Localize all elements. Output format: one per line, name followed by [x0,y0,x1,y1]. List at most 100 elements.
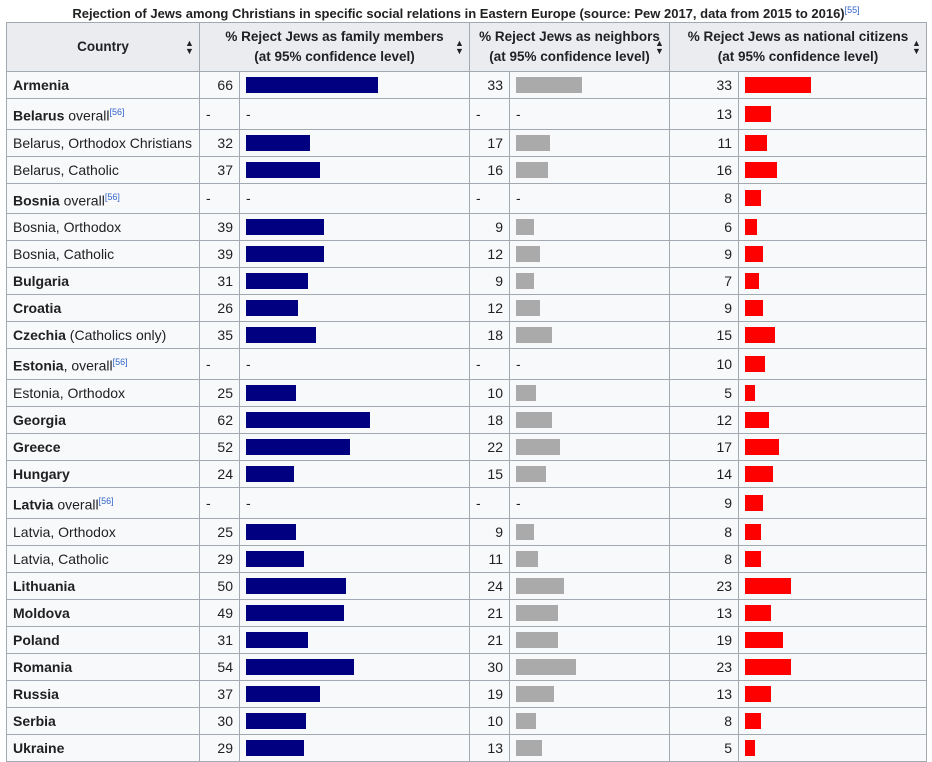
country-name: Romania [13,658,73,675]
citizens-bar [745,712,762,729]
family-value-cell: 66 [199,71,240,99]
neighbors-column-header[interactable]: % Reject Jews as neighbors (at 95% confid… [468,22,671,72]
family-value: 30 [217,712,233,729]
citizens-value: 10 [716,356,733,373]
reference-link[interactable]: [56] [109,107,125,117]
family-value: 49 [217,604,233,621]
family-bar-cell [239,544,470,573]
neighbors-value-cell: 11 [469,544,510,573]
citizens-bar [745,494,764,511]
family-value-cell: 62 [199,405,240,434]
table-row: Romania 54 30 23 [6,652,928,681]
family-value-cell: 54 [199,652,240,681]
family-bar-placeholder: - [246,494,251,511]
reference-link[interactable]: [56] [98,495,114,506]
family-value: 35 [217,327,233,344]
family-value-cell: 39 [199,240,240,269]
neighbors-value: 17 [487,134,503,151]
neighbors-bar-cell [508,625,671,654]
citizens-value-cell: 11 [669,128,740,157]
table-row: Bosnia overall[56] - - - -8 [6,182,928,215]
country-qualifier: overall [64,107,110,124]
family-bar-placeholder: - [246,356,251,373]
country-qualifier: Latvia, Orthodox [13,523,116,540]
family-bar-cell [239,294,470,323]
family-bar-cell [239,733,470,762]
citizens-value: 12 [716,411,733,428]
neighbors-bar-cell: - [508,182,671,215]
family-value-cell: 37 [199,155,240,184]
country-cell: Hungary [6,459,200,488]
citizens-bar [745,384,756,401]
country-column-header[interactable]: Country ▲ ▼ [6,22,200,72]
country-name: Serbia [13,712,56,729]
family-value: 52 [217,438,233,455]
family-bar [246,246,324,263]
family-bar [246,550,304,567]
family-value-cell: - [199,98,240,130]
table-row: Poland 31 21 19 [6,625,928,654]
neighbors-bar [516,631,558,648]
neighbors-bar [516,465,546,482]
citizens-bar [745,300,764,317]
family-bar-cell [239,155,470,184]
country-cell: Georgia [6,405,200,434]
family-value: 25 [217,384,233,401]
citizens-bar [745,105,772,122]
family-bar [246,300,298,317]
family-value: 32 [217,134,233,151]
family-value-cell: 39 [199,213,240,242]
data-table: Country ▲ ▼ % Reject Jews as family membe… [6,22,928,762]
neighbors-value-cell: 22 [469,432,510,461]
country-name: Bosnia [13,192,60,209]
table-row: Lithuania 50 24 23 [6,571,928,600]
family-value-cell: 30 [199,706,240,735]
country-cell: Russia [6,679,200,708]
country-cell: Moldova [6,598,200,627]
citizens-bar-cell [738,706,928,735]
citizens-value-cell: 8 [669,544,740,573]
neighbors-bar-cell [508,378,671,407]
citizens-bar [745,219,758,236]
neighbors-value: 21 [487,631,503,648]
citizens-bar-cell [738,182,928,215]
sort-up-down-icon[interactable]: ▲ ▼ [912,38,921,56]
table-row: Hungary 24 15 14 [6,459,928,488]
citizens-value-cell: 19 [669,625,740,654]
family-bar [246,465,294,482]
citizens-value: 13 [716,685,733,702]
country-cell: Bulgaria [6,267,200,296]
sort-up-down-icon[interactable]: ▲ ▼ [185,38,194,56]
neighbors-bar-cell [508,128,671,157]
country-qualifier: overall [53,496,99,513]
country-cell: Czechia (Catholics only) [6,321,200,350]
country-cell: Latvia, Catholic [6,544,200,573]
neighbors-bar-cell [508,432,671,461]
country-name: Lithuania [13,577,76,594]
family-value: 31 [217,631,233,648]
neighbors-bar [516,438,560,455]
sort-up-down-icon[interactable]: ▲ ▼ [655,38,664,56]
caption-reference-link[interactable]: [55] [844,5,860,15]
neighbors-bar-cell [508,213,671,242]
neighbors-bar-cell: - [508,486,671,519]
neighbors-value: 12 [487,246,503,263]
sort-up-down-icon[interactable]: ▲ ▼ [455,38,464,56]
citizens-bar [745,190,762,207]
neighbors-bar-cell: - [508,98,671,130]
reference-link[interactable]: [56] [112,357,128,368]
neighbors-bar [516,685,554,702]
country-cell: Belarus overall[56] [6,98,200,130]
neighbors-bar [516,300,540,317]
neighbors-bar [516,246,540,263]
country-name: Ukraine [13,739,65,756]
neighbors-bar [516,550,538,567]
reference-link[interactable]: [56] [104,191,120,202]
neighbors-bar-placeholder: - [516,356,521,373]
citizens-value-cell: 15 [669,321,740,350]
family-value: 37 [217,161,233,178]
citizens-column-header[interactable]: % Reject Jews as national citizens (at 95… [669,22,928,72]
citizens-value: 23 [716,577,733,594]
family-column-header[interactable]: % Reject Jews as family members (at 95% c… [199,22,470,72]
country-cell: Estonia, overall[56] [6,348,200,380]
